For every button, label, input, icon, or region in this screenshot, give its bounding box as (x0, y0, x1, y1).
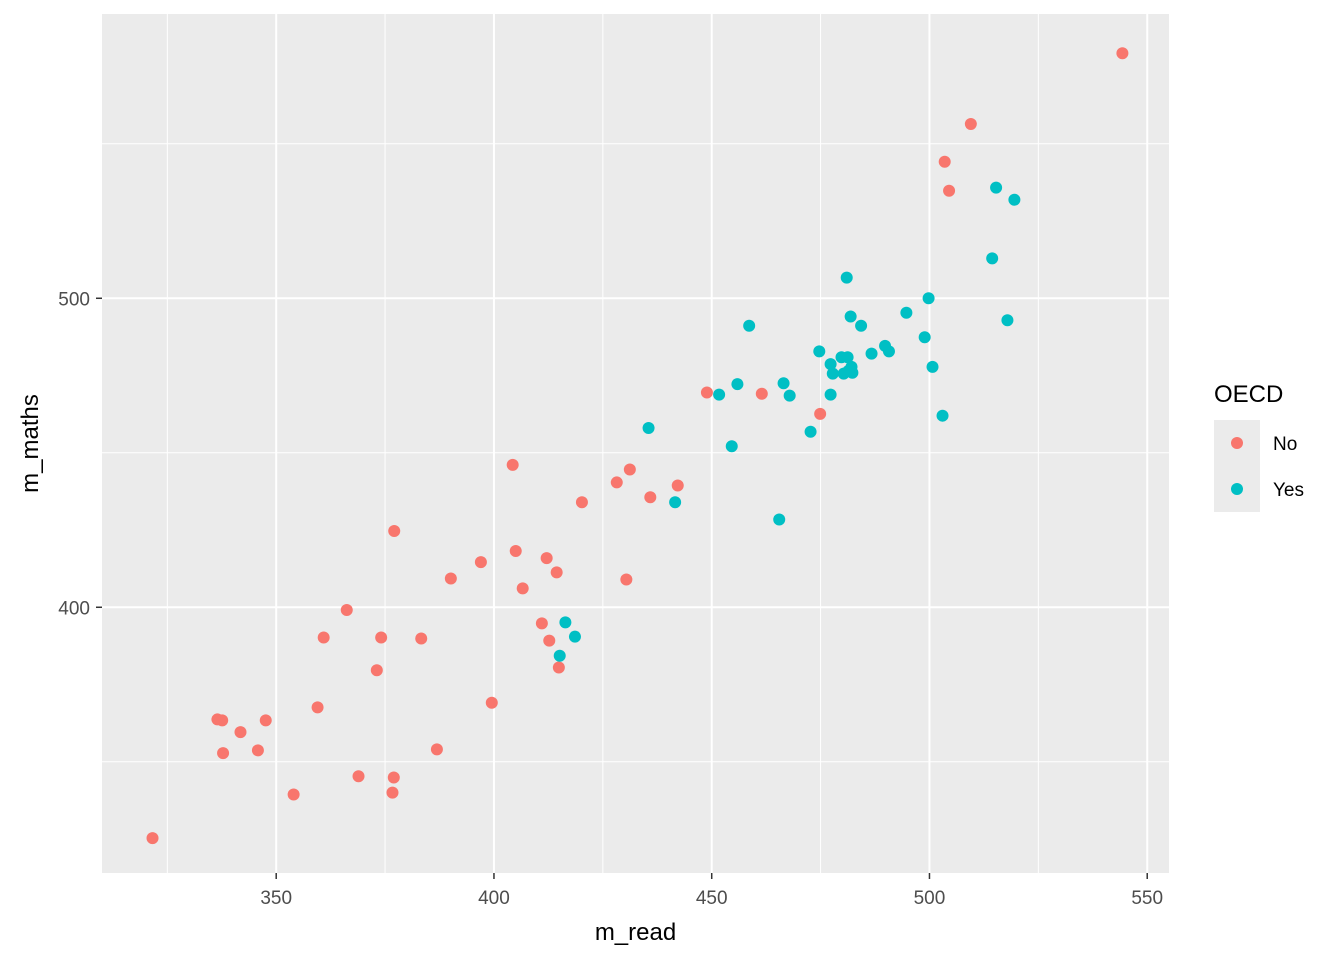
data-point-no (671, 479, 684, 492)
data-point-yes (826, 367, 839, 380)
data-point-no (540, 552, 553, 565)
data-point-no (388, 524, 401, 537)
data-point-no (543, 634, 556, 647)
grid-minor (102, 14, 1169, 873)
data-point-no (943, 184, 956, 197)
data-point-no (516, 582, 529, 595)
data-point-no (444, 572, 457, 585)
data-point-no (352, 770, 365, 783)
plot-panel (102, 14, 1169, 873)
x-tick-label: 550 (1131, 888, 1163, 909)
grid-major (102, 14, 1169, 873)
legend-label-no: No (1273, 434, 1297, 455)
data-point-no (370, 664, 383, 677)
data-point-no (234, 726, 247, 739)
data-point-yes (824, 388, 837, 401)
data-point-no (610, 476, 623, 489)
data-point-no (509, 545, 522, 558)
data-point-no (415, 632, 428, 645)
data-point-yes (865, 347, 878, 360)
data-point-yes (713, 388, 726, 401)
data-point-no (552, 661, 565, 674)
data-point-yes (725, 440, 738, 453)
legend: OECD No Yes (1214, 381, 1304, 512)
data-point-no (474, 556, 487, 569)
data-point-no (1116, 47, 1129, 60)
data-points (146, 47, 1129, 845)
data-point-no (550, 566, 563, 579)
data-point-yes (882, 345, 895, 358)
data-point-no (506, 458, 519, 471)
data-point-no (287, 788, 300, 801)
data-point-no (251, 744, 264, 757)
data-point-no (146, 832, 159, 845)
data-point-no (311, 701, 324, 714)
data-point-no (964, 118, 977, 131)
data-point-yes (553, 649, 566, 662)
data-point-no (430, 743, 443, 756)
data-point-no (644, 491, 657, 504)
data-point-yes (743, 319, 756, 332)
data-point-no (375, 631, 388, 644)
data-point-no (575, 496, 588, 509)
data-point-yes (813, 345, 826, 358)
data-point-no (216, 714, 229, 727)
data-point-no (340, 604, 353, 617)
data-point-yes (804, 425, 817, 438)
data-point-yes (990, 181, 1003, 194)
data-point-no (623, 463, 636, 476)
data-point-yes (842, 364, 855, 377)
data-point-no (259, 714, 272, 727)
data-point-no (485, 696, 498, 709)
data-point-no (938, 155, 951, 168)
data-point-yes (669, 496, 682, 509)
data-point-yes (731, 378, 744, 391)
data-point-yes (824, 358, 837, 371)
legend-marker-yes (1231, 483, 1243, 495)
data-point-no (620, 573, 633, 586)
data-point-yes (855, 319, 868, 332)
data-point-no (317, 631, 330, 644)
data-point-yes (559, 616, 572, 629)
data-point-yes (840, 271, 853, 284)
legend-marker-no (1231, 437, 1243, 449)
data-point-yes (777, 377, 790, 390)
data-point-no (535, 617, 548, 630)
legend-label-yes: Yes (1273, 480, 1304, 501)
data-point-no (700, 386, 713, 399)
data-point-yes (926, 360, 939, 373)
x-tick-label: 500 (914, 888, 946, 909)
x-axis-title: m_read (595, 919, 676, 946)
data-point-no (814, 407, 827, 420)
x-tick-label: 450 (696, 888, 728, 909)
data-point-no (386, 786, 399, 799)
y-axis-title: m_maths (17, 394, 44, 493)
data-point-yes (642, 422, 655, 435)
data-point-yes (986, 252, 999, 265)
data-point-yes (918, 331, 931, 344)
data-point-no (387, 771, 400, 784)
data-point-yes (936, 409, 949, 422)
y-axis-ticks: 400 500 (58, 289, 102, 619)
data-point-yes (900, 306, 913, 319)
data-point-yes (773, 513, 786, 526)
y-tick-label: 400 (58, 598, 90, 619)
data-point-yes (844, 310, 857, 323)
x-tick-label: 350 (260, 888, 292, 909)
data-point-yes (1001, 314, 1014, 327)
data-point-yes (841, 351, 854, 364)
data-point-no (217, 747, 230, 760)
y-tick-label: 500 (58, 289, 90, 310)
legend-title: OECD (1214, 381, 1283, 408)
data-point-yes (783, 389, 796, 402)
data-point-yes (568, 630, 581, 643)
data-point-yes (1008, 193, 1021, 206)
x-tick-label: 400 (478, 888, 510, 909)
x-axis-ticks: 350 400 450 500 550 (260, 873, 1163, 909)
data-point-no (755, 387, 768, 400)
data-point-yes (922, 292, 935, 305)
